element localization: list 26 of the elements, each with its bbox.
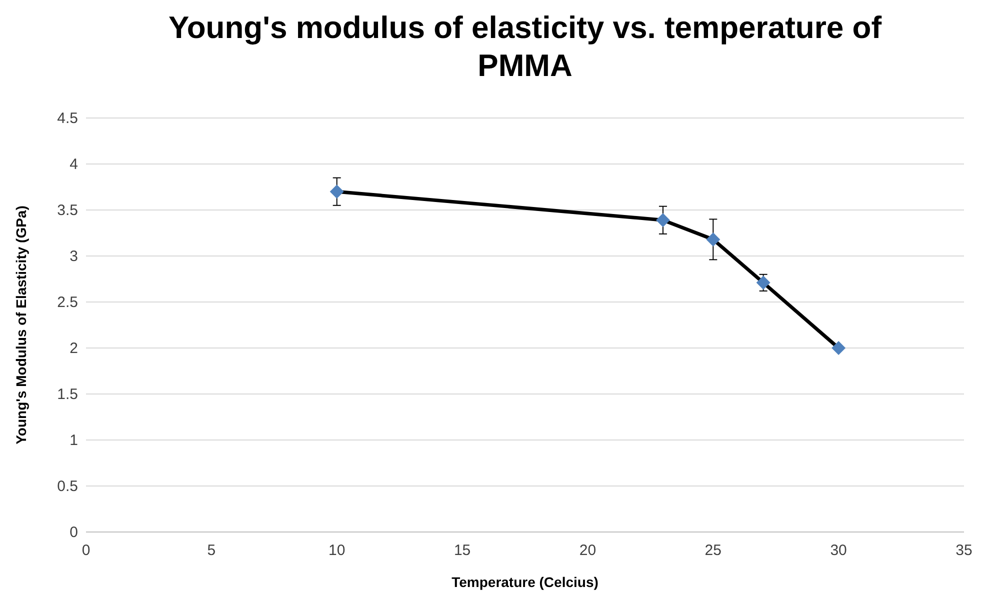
- y-tick-label: 0: [70, 524, 78, 541]
- y-tick-label: 3: [70, 248, 78, 265]
- point: [756, 276, 770, 290]
- x-tick-label: 15: [454, 542, 471, 559]
- x-axis-title: Temperature (Celcius): [452, 574, 598, 590]
- y-tick-label: 0.5: [57, 478, 78, 495]
- y-tick-label: 2: [70, 340, 78, 357]
- x-tick-label: 35: [956, 542, 972, 559]
- x-tick-label: 0: [82, 542, 90, 559]
- chart-title: Young's modulus of elasticity vs. temperature of PMMA: [168, 10, 882, 83]
- y-tick-label: 4.5: [57, 110, 78, 127]
- y-tick-label: 1.5: [57, 386, 78, 403]
- y-axis-title: Young's Modulus of Elasticity (GPa): [13, 206, 29, 444]
- x-tick-label: 25: [704, 542, 722, 559]
- point: [832, 341, 846, 355]
- y-tick-label: 3.5: [57, 202, 78, 219]
- x-tick-label: 20: [579, 542, 596, 559]
- point: [706, 232, 720, 246]
- point: [656, 213, 670, 228]
- x-tick-label: 30: [830, 542, 847, 559]
- y-tick-label: 1: [70, 432, 78, 449]
- point: [330, 184, 344, 199]
- y-tick-label: 2.5: [57, 294, 78, 311]
- x-tick-label: 10: [328, 542, 346, 559]
- x-tick-label: 5: [207, 542, 216, 559]
- y-tick-label: 4: [70, 156, 78, 173]
